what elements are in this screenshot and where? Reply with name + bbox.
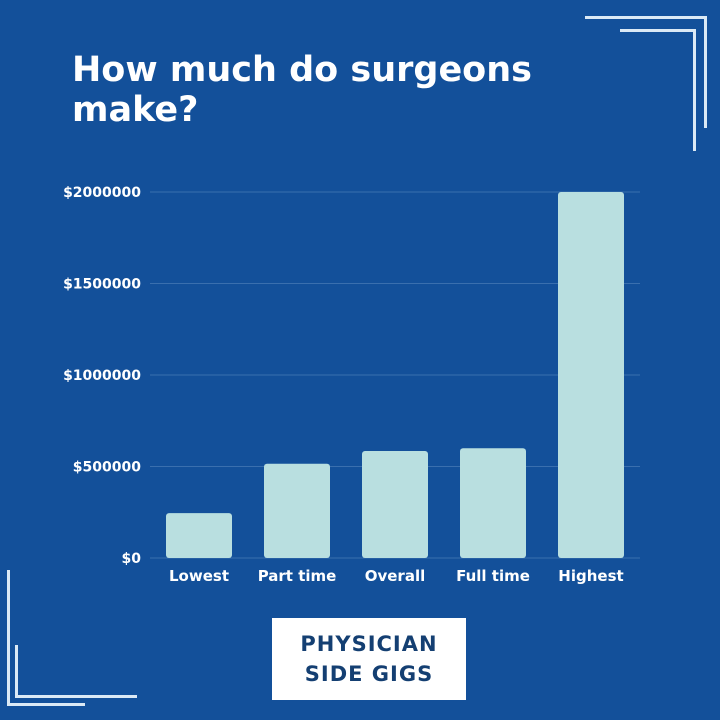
bar-lowest — [166, 513, 232, 558]
corner-decoration-bottom-inner-h — [15, 695, 137, 698]
chart-title: How much do surgeons make? — [72, 50, 532, 130]
bar-overall — [362, 450, 428, 558]
y-tick-label: $500000 — [73, 460, 141, 476]
x-tick-label: Overall — [365, 567, 426, 585]
corner-decoration-bottom-outer-v — [7, 570, 10, 706]
y-tick-label: $0 — [122, 551, 142, 567]
corner-decoration-top-inner-h — [620, 29, 696, 32]
bar-part-time — [264, 463, 330, 558]
brand-line-2: SIDE GIGS — [304, 662, 434, 686]
brand-logo: PHYSICIAN SIDE GIGS — [272, 618, 466, 700]
brand-line-1: PHYSICIAN — [300, 632, 438, 656]
x-tick-label: Lowest — [169, 567, 229, 585]
x-tick-label: Part time — [258, 567, 337, 585]
y-tick-label: $1000000 — [63, 368, 141, 384]
bar-full-time — [460, 448, 526, 558]
corner-decoration-top-inner-v — [693, 29, 696, 151]
x-tick-label: Highest — [558, 567, 623, 585]
x-tick-label: Full time — [456, 567, 530, 585]
corner-decoration-top-outer-v — [704, 16, 707, 128]
corner-decoration-top-outer-h — [585, 16, 707, 19]
corner-decoration-bottom-inner-v — [15, 645, 18, 698]
corner-decoration-bottom-outer-h — [7, 703, 85, 706]
bar-highest — [558, 192, 624, 558]
y-tick-label: $1500000 — [63, 277, 141, 293]
y-tick-label: $2000000 — [63, 185, 141, 201]
